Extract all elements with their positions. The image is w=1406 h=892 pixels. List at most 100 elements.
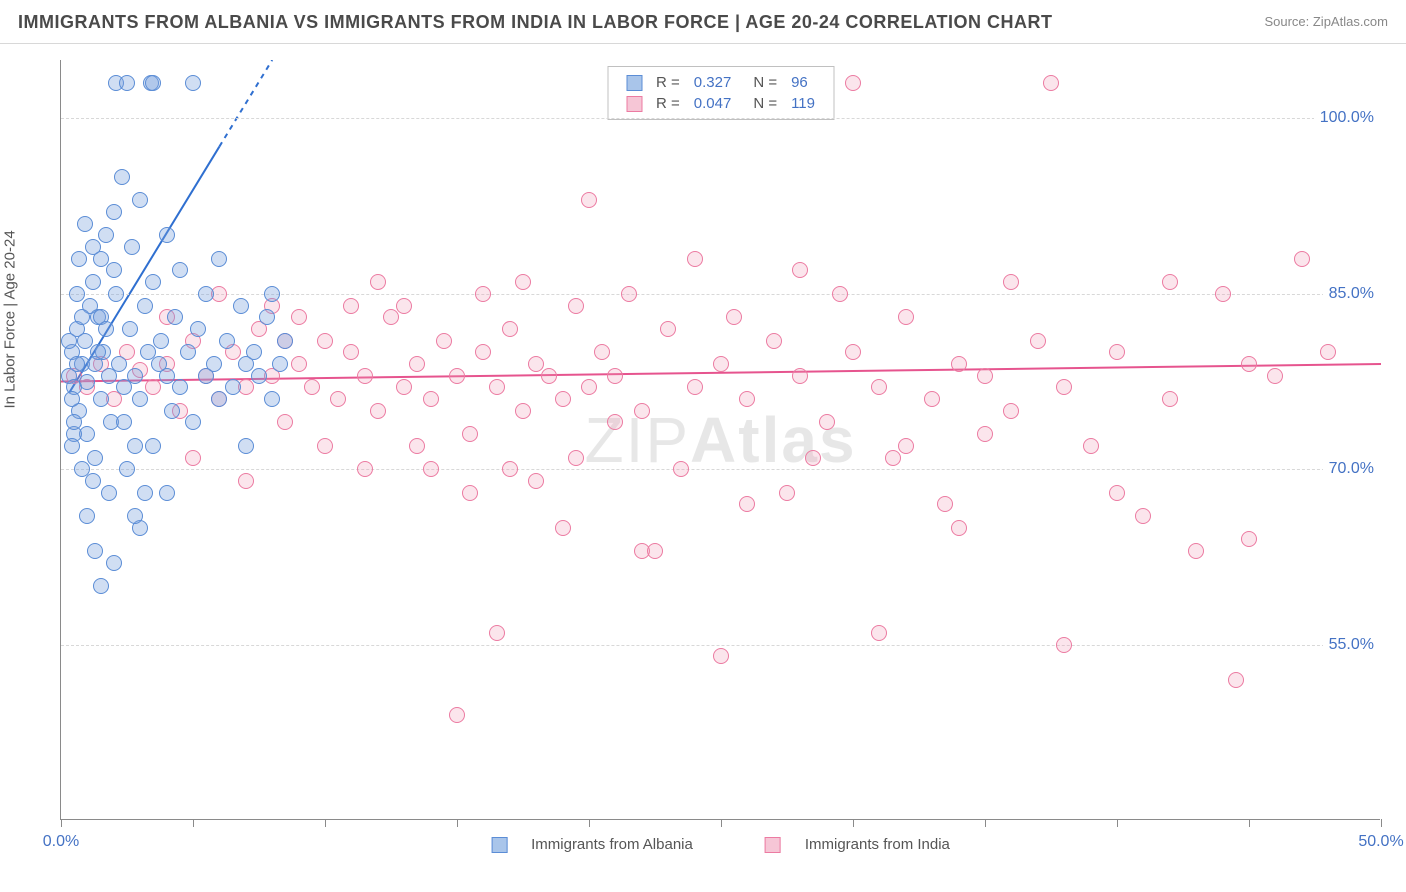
scatter-point-albania (64, 391, 80, 407)
r-value: 0.047 (688, 94, 738, 113)
scatter-point-india (291, 309, 307, 325)
scatter-point-india (330, 391, 346, 407)
scatter-point-albania (85, 274, 101, 290)
scatter-point-albania (127, 368, 143, 384)
scatter-point-albania (145, 438, 161, 454)
scatter-point-india (845, 75, 861, 91)
scatter-point-india (475, 286, 491, 302)
legend-item: Immigrants from India (747, 836, 968, 853)
scatter-point-albania (172, 262, 188, 278)
bottom-legend: Immigrants from AlbaniaImmigrants from I… (455, 836, 986, 853)
scatter-point-albania (69, 286, 85, 302)
x-tick (721, 819, 722, 827)
x-tick (193, 819, 194, 827)
source-label: Source: ZipAtlas.com (1264, 14, 1388, 29)
scatter-point-albania (206, 356, 222, 372)
scatter-point-albania (259, 309, 275, 325)
scatter-point-india (1043, 75, 1059, 91)
scatter-point-india (145, 379, 161, 395)
regression-lines (61, 60, 1381, 820)
scatter-point-india (819, 414, 835, 430)
scatter-point-india (792, 262, 808, 278)
scatter-point-albania (145, 274, 161, 290)
scatter-point-india (1320, 344, 1336, 360)
source-name: ZipAtlas.com (1313, 14, 1388, 29)
scatter-point-albania (277, 333, 293, 349)
chart-title: IMMIGRANTS FROM ALBANIA VS IMMIGRANTS FR… (18, 12, 1053, 32)
scatter-point-albania (106, 555, 122, 571)
title-bar: IMMIGRANTS FROM ALBANIA VS IMMIGRANTS FR… (0, 0, 1406, 44)
scatter-point-india (515, 403, 531, 419)
scatter-point-albania (127, 438, 143, 454)
scatter-point-india (1162, 391, 1178, 407)
scatter-point-india (1003, 403, 1019, 419)
scatter-point-india (1003, 274, 1019, 290)
scatter-point-albania (64, 438, 80, 454)
scatter-point-albania (145, 75, 161, 91)
scatter-point-albania (153, 333, 169, 349)
scatter-point-india (739, 391, 755, 407)
scatter-point-india (370, 403, 386, 419)
scatter-point-india (343, 298, 359, 314)
scatter-point-india (515, 274, 531, 290)
scatter-point-albania (238, 438, 254, 454)
scatter-point-india (924, 391, 940, 407)
scatter-point-albania (87, 450, 103, 466)
scatter-point-albania (119, 461, 135, 477)
scatter-point-india (937, 496, 953, 512)
scatter-point-india (528, 473, 544, 489)
x-tick (61, 819, 62, 827)
scatter-point-albania (272, 356, 288, 372)
n-value: 119 (785, 94, 821, 113)
scatter-point-albania (137, 298, 153, 314)
scatter-point-albania (77, 216, 93, 232)
scatter-point-india (409, 356, 425, 372)
scatter-point-albania (90, 344, 106, 360)
gridline-h (61, 645, 1380, 646)
y-tick-label: 70.0% (1323, 460, 1380, 478)
scatter-point-india (871, 379, 887, 395)
scatter-point-india (541, 368, 557, 384)
scatter-point-albania (190, 321, 206, 337)
scatter-point-india (621, 286, 637, 302)
scatter-point-india (1083, 438, 1099, 454)
scatter-point-india (1228, 672, 1244, 688)
stats-row: R =0.047N =119 (620, 94, 821, 113)
scatter-point-india (594, 344, 610, 360)
scatter-point-india (634, 403, 650, 419)
scatter-point-india (462, 485, 478, 501)
stats-row: R =0.327N =96 (620, 73, 821, 92)
scatter-point-india (436, 333, 452, 349)
scatter-point-albania (77, 333, 93, 349)
scatter-point-india (687, 251, 703, 267)
scatter-point-india (951, 520, 967, 536)
gridline-h (61, 469, 1380, 470)
scatter-point-india (409, 438, 425, 454)
scatter-point-albania (180, 344, 196, 360)
scatter-point-india (238, 473, 254, 489)
scatter-point-india (977, 368, 993, 384)
scatter-point-india (832, 286, 848, 302)
x-tick (1249, 819, 1250, 827)
scatter-point-india (383, 309, 399, 325)
scatter-point-india (766, 333, 782, 349)
scatter-point-albania (71, 251, 87, 267)
legend-label: Immigrants from India (805, 836, 950, 853)
scatter-point-india (1109, 344, 1125, 360)
scatter-point-albania (69, 356, 85, 372)
scatter-point-india (845, 344, 861, 360)
scatter-point-india (739, 496, 755, 512)
x-tick (1381, 819, 1382, 827)
scatter-point-india (792, 368, 808, 384)
scatter-point-india (1267, 368, 1283, 384)
scatter-point-india (1135, 508, 1151, 524)
scatter-point-albania (114, 169, 130, 185)
n-label: N = (739, 73, 783, 92)
scatter-point-albania (101, 485, 117, 501)
scatter-point-india (1030, 333, 1046, 349)
scatter-point-india (317, 333, 333, 349)
scatter-point-india (713, 648, 729, 664)
legend-swatch (626, 96, 642, 112)
x-axis-label-right: 50.0% (1358, 833, 1403, 851)
scatter-point-india (449, 707, 465, 723)
